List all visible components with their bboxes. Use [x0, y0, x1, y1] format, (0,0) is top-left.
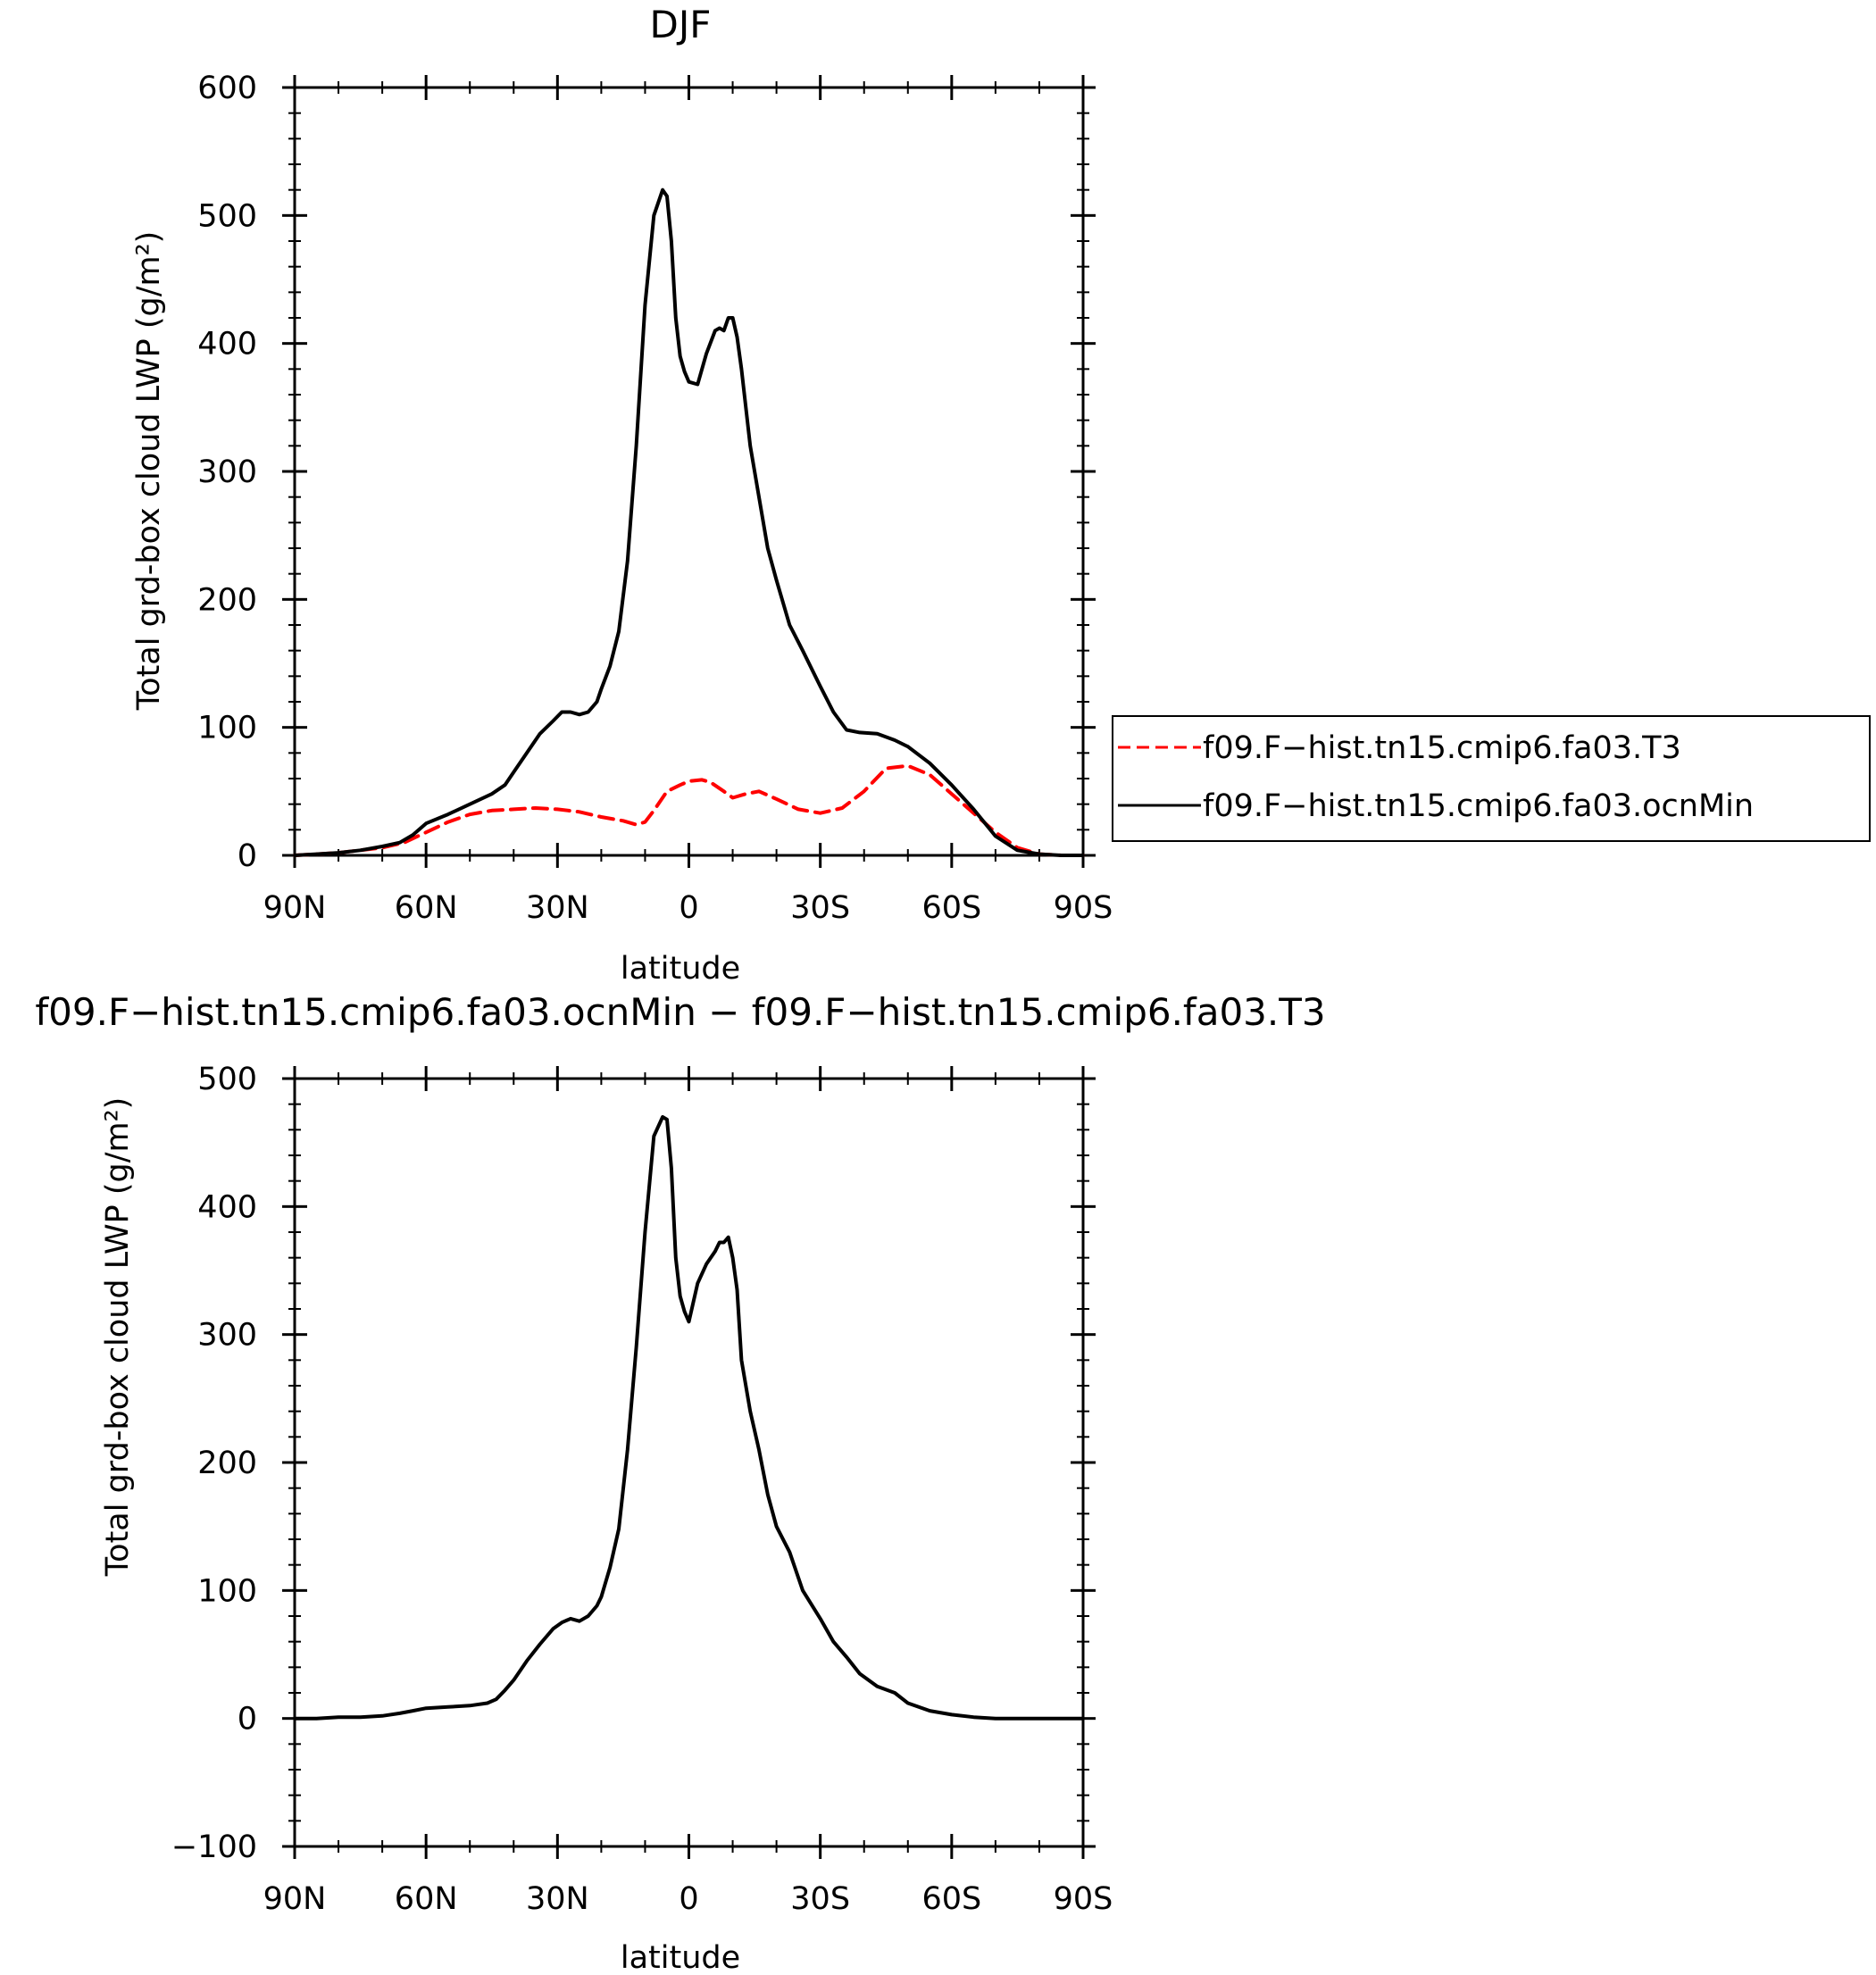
y-tick-label: 500 — [197, 198, 257, 234]
x-tick-label: 0 — [679, 890, 698, 926]
plot-frame — [293, 1077, 1085, 1848]
x-tick-label: 60S — [921, 890, 981, 926]
y-axis-label: Total grd-box cloud LWP (g/m²) — [100, 1097, 136, 1578]
axes-frame — [293, 86, 1085, 857]
x-tick-label: 60S — [921, 1881, 981, 1917]
y-tick-label: 300 — [197, 454, 257, 490]
series-line-2 — [293, 188, 1085, 857]
y-tick-label: −100 — [171, 1829, 257, 1865]
y-tick-label: 100 — [197, 1573, 257, 1609]
x-tick-label: 30S — [790, 890, 850, 926]
x-tick-label: 90S — [1054, 890, 1113, 926]
series-line-1 — [293, 763, 1085, 857]
y-tick-label: 600 — [197, 71, 257, 106]
x-tick-labels: 90N 60N 30N 0 30S 60S 90S — [263, 1881, 1113, 1917]
x-tick-label: 60N — [395, 1881, 458, 1917]
x-tick-label: 90N — [263, 1881, 327, 1917]
y-tick-label: 100 — [197, 711, 257, 746]
x-tick-label: 30S — [790, 1881, 850, 1917]
chart-title: DJF — [650, 3, 712, 46]
x-tick-label: 0 — [679, 1881, 698, 1917]
chart-difference: f09.F−hist.tn15.cmip6.fa03.ocnMin − f09.… — [35, 990, 1325, 1975]
y-tick-label: 400 — [197, 1189, 257, 1225]
x-tick-label: 60N — [395, 890, 458, 926]
y-tick-label: 200 — [197, 582, 257, 618]
series-lines — [293, 1115, 1085, 1721]
legend-label-ocnmin: f09.F−hist.tn15.cmip6.fa03.ocnMin — [1203, 788, 1754, 824]
x-tick-label: 30N — [526, 1881, 589, 1917]
y-tick-label: 500 — [197, 1062, 257, 1097]
legend: f09.F−hist.tn15.cmip6.fa03.T3 f09.F−hist… — [1112, 715, 1871, 842]
y-tick-label: 300 — [197, 1318, 257, 1354]
x-tick-label: 30N — [526, 890, 589, 926]
y-tick-labels: −100 0 100 200 300 400 500 — [171, 1062, 257, 1865]
x-tick-label: 90N — [263, 890, 327, 926]
x-axis-label: latitude — [621, 951, 740, 987]
y-tick-label: 0 — [238, 1702, 257, 1738]
chart-title: f09.F−hist.tn15.cmip6.fa03.ocnMin − f09.… — [35, 990, 1325, 1034]
y-tick-label: 400 — [197, 327, 257, 362]
y-axis-label: Total grd-box cloud LWP (g/m²) — [131, 231, 167, 712]
x-tick-labels: 90N 60N 30N 0 30S 60S 90S — [263, 890, 1113, 926]
y-tick-label: 0 — [238, 838, 257, 874]
ticks — [282, 1066, 1096, 1859]
y-tick-label: 200 — [197, 1446, 257, 1481]
ticks — [282, 75, 1096, 868]
x-axis-label: latitude — [621, 1940, 740, 1975]
chart-djf: DJF 0 100 200 300 400 500 600 90N 60N 30N 0 30S 60S… — [131, 3, 1113, 987]
series-lines — [293, 188, 1085, 857]
plot-frame — [293, 86, 1085, 857]
series-line-1 — [293, 1115, 1085, 1721]
legend-label-t3: f09.F−hist.tn15.cmip6.fa03.T3 — [1203, 730, 1681, 766]
y-tick-labels: 0 100 200 300 400 500 600 — [197, 71, 257, 874]
axes-frame — [293, 1077, 1085, 1848]
legend-box — [1112, 715, 1871, 842]
x-tick-label: 90S — [1054, 1881, 1113, 1917]
